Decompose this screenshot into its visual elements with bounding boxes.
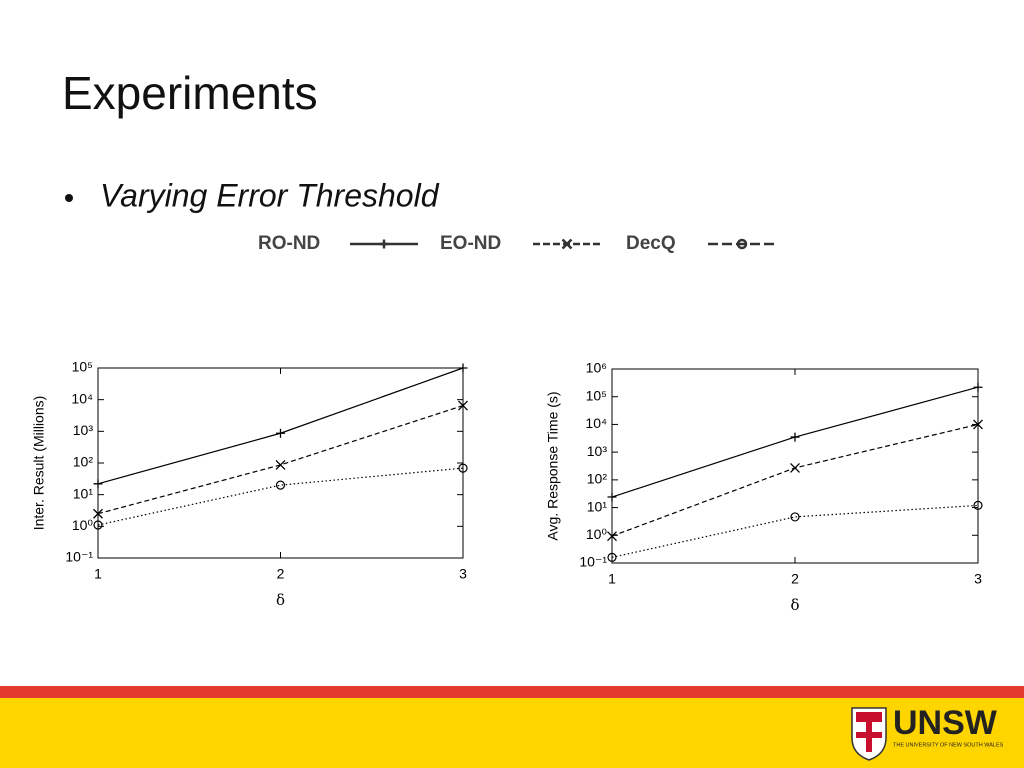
slide-title: Experiments [62, 67, 318, 119]
logo: UNSW THE UNIVERSITY OF NEW SOUTH WALES [851, 704, 1004, 761]
marker [275, 480, 286, 490]
y-tick-label: 10⁰ [586, 526, 608, 542]
marker [736, 238, 748, 250]
y-axis-label: Avg. Response Time (s) [545, 391, 561, 540]
footer-red-band [0, 686, 1024, 698]
series-line [97, 467, 464, 526]
marker [607, 492, 617, 502]
x-tick-label: 3 [974, 571, 982, 587]
marker [458, 400, 468, 411]
legend-label: EO-ND [440, 233, 501, 254]
y-tick-label: 10³ [587, 443, 608, 459]
x-tick-label: 1 [94, 566, 102, 582]
y-tick-label: 10⁻¹ [65, 549, 93, 565]
y-tick-label: 10⁴ [585, 415, 607, 431]
x-tick-label: 3 [459, 566, 467, 582]
marker [276, 428, 285, 438]
y-tick-label: 10¹ [587, 498, 608, 514]
y-tick-label: 10⁴ [71, 390, 93, 406]
bullet-text: Varying Error Threshold [100, 177, 440, 213]
y-tick-label: 10⁵ [72, 359, 93, 375]
x-axis-label: δ [790, 596, 799, 614]
y-tick-label: 10⁵ [586, 387, 607, 403]
marker [93, 479, 103, 489]
marker [790, 462, 800, 473]
legend-label: RO-ND [258, 233, 320, 254]
marker [790, 512, 800, 522]
logo-text: UNSW [893, 704, 998, 742]
logo-crest-cross [856, 722, 882, 752]
x-tick-label: 1 [608, 571, 616, 587]
marker [973, 419, 983, 430]
y-tick-label: 10⁻¹ [579, 554, 607, 570]
marker [790, 432, 800, 442]
y-tick-label: 10³ [73, 422, 94, 438]
marker [275, 459, 286, 470]
marker [93, 520, 103, 530]
marker [973, 382, 983, 392]
y-tick-label: 10⁶ [586, 360, 607, 376]
y-tick-label: 10² [73, 454, 94, 470]
logo-crest-band [856, 712, 882, 722]
x-tick-label: 2 [791, 571, 799, 587]
marker [561, 238, 573, 250]
bullet-dot [65, 194, 73, 202]
x-tick-label: 2 [277, 566, 285, 582]
y-axis-label: Inter. Result (Millions) [31, 396, 47, 531]
y-tick-label: 10² [587, 471, 608, 487]
y-tick-label: 10⁰ [72, 517, 94, 533]
marker [607, 531, 617, 542]
y-tick-label: 10¹ [73, 485, 94, 501]
marker [379, 239, 389, 249]
marker [973, 500, 983, 510]
marker [458, 363, 468, 373]
marker [607, 552, 617, 562]
marker [93, 508, 103, 519]
legend-label: DecQ [626, 233, 676, 254]
marker [458, 463, 468, 473]
x-axis-label: δ [276, 591, 285, 609]
logo-subtext: THE UNIVERSITY OF NEW SOUTH WALES [893, 742, 1004, 748]
